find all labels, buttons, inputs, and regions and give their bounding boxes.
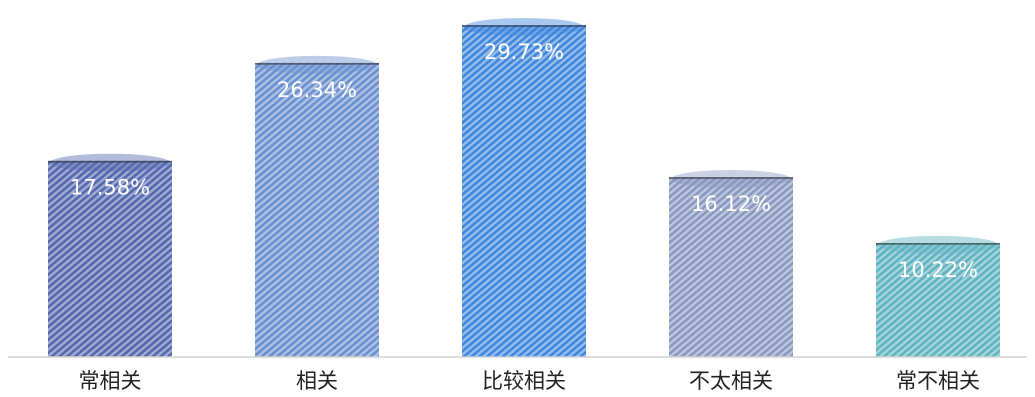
bar-1	[48, 153, 172, 357]
bar-3	[462, 18, 586, 357]
category-label-4: 不太相关	[689, 369, 773, 393]
bars-layer	[48, 18, 1000, 358]
category-labels: 常相关 相关 比较相关 不太相关 常不相关	[79, 369, 981, 393]
bar-4	[669, 169, 793, 357]
bar-2	[255, 55, 379, 358]
data-label-5: 10.22%	[898, 258, 978, 282]
bar-5	[876, 235, 1000, 357]
bar-rect-5	[876, 242, 1000, 357]
category-label-3: 比较相关	[482, 369, 566, 393]
data-label-4: 16.12%	[691, 192, 771, 216]
bar-rect-3	[462, 25, 586, 357]
category-label-2: 相关	[296, 369, 338, 393]
data-label-3: 29.73%	[484, 40, 564, 64]
data-label-1: 17.58%	[70, 176, 150, 200]
category-label-5: 常不相关	[896, 369, 980, 393]
bar-rect-4	[669, 176, 793, 357]
category-label-1: 常相关	[79, 369, 142, 393]
bar-rect-1	[48, 160, 172, 357]
data-label-2: 26.34%	[277, 78, 357, 102]
bar-rect-2	[255, 62, 379, 358]
labels-layer: 17.58% 26.34% 29.73% 16.12% 10.22%	[70, 40, 978, 282]
